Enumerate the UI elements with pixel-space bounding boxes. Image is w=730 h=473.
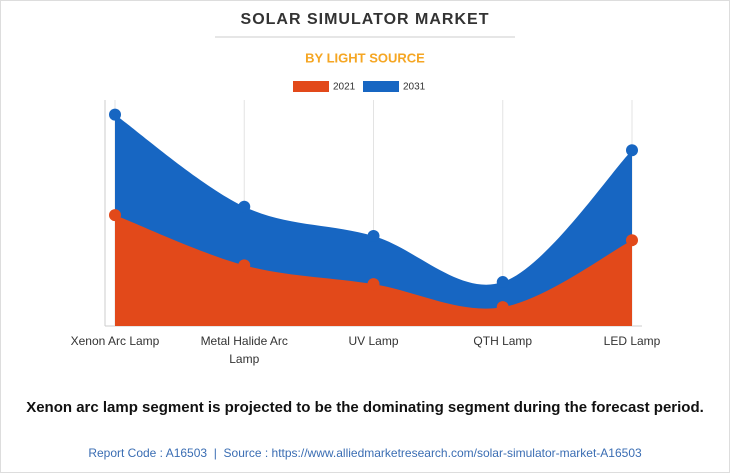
point: [109, 108, 121, 121]
x-tick-label: UV Lamp: [348, 334, 399, 348]
point: [367, 278, 380, 291]
point: [626, 144, 638, 157]
x-tick-label: LED Lamp: [603, 334, 661, 348]
point: [238, 259, 251, 272]
point: [367, 230, 380, 243]
point: [238, 200, 251, 213]
chart-subtitle: BY LIGHT SOURCE: [305, 50, 425, 65]
area: [115, 215, 632, 326]
legend-swatch: [293, 81, 329, 92]
x-tick-label: QTH Lamp: [473, 334, 533, 348]
caption: Xenon arc lamp segment is projected to b…: [26, 399, 704, 416]
chart-title: SOLAR SIMULATOR MARKET: [241, 11, 490, 28]
point: [496, 276, 509, 289]
point: [626, 234, 638, 247]
source: Report Code : A16503 | Source : https://…: [88, 446, 642, 460]
x-tick-label: Metal Halide Arc Lamp: [200, 334, 288, 366]
point: [496, 301, 509, 314]
legend-label: 2021: [333, 82, 356, 93]
legend-swatch: [363, 81, 399, 92]
x-tick-label: Xenon Arc Lamp: [70, 334, 160, 348]
legend-label: 2031: [403, 82, 426, 93]
point: [109, 209, 121, 222]
